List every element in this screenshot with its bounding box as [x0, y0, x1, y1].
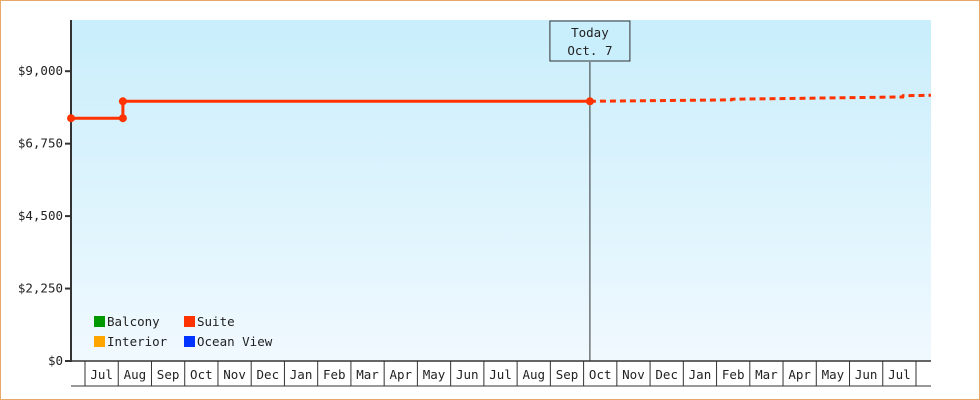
data-point	[118, 97, 127, 106]
x-tick-label: Jan	[689, 367, 712, 382]
x-tick-label: Jun	[456, 367, 479, 382]
legend-label: Ocean View	[197, 334, 273, 349]
y-axis: $0 $2,250 $4,500 $6,750 $9,000	[18, 20, 72, 368]
legend-swatch	[94, 316, 105, 327]
y-tick-label: $9,000	[18, 63, 63, 78]
legend-swatch	[184, 316, 195, 327]
data-point	[67, 114, 76, 123]
plot-area	[71, 20, 931, 360]
data-point	[585, 97, 594, 106]
x-tick-label: Nov	[223, 367, 246, 382]
series-layer	[67, 93, 931, 123]
data-point	[118, 114, 127, 123]
legend: Balcony Suite Interior Ocean View	[94, 314, 273, 349]
x-tick-label: Feb	[323, 367, 346, 382]
x-tick-label: Nov	[622, 367, 645, 382]
x-tick-label: Aug	[522, 367, 545, 382]
x-tick-label: Dec	[257, 367, 280, 382]
x-tick-label: May	[423, 367, 446, 382]
x-tick-label: Apr	[389, 367, 412, 382]
y-tick-label: $6,750	[18, 136, 63, 151]
legend-swatch	[94, 336, 105, 347]
today-label-box	[549, 20, 631, 62]
y-tick-label: $4,500	[18, 208, 63, 223]
today-marker: Today Oct. 7	[549, 20, 631, 361]
x-tick-label: Jul	[489, 367, 512, 382]
x-tick-label: Mar	[755, 367, 778, 382]
y-tick-label: $0	[48, 353, 63, 368]
x-tick-label: Mar	[356, 367, 379, 382]
x-tick-label: May	[822, 367, 845, 382]
x-tick-label: Sep	[157, 367, 180, 382]
x-tick-label: Aug	[124, 367, 147, 382]
x-tick-label: Sep	[556, 367, 579, 382]
x-tick-label: Apr	[788, 367, 811, 382]
x-tick-label: Dec	[655, 367, 678, 382]
today-date: Oct. 7	[567, 43, 612, 58]
x-tick-label: Feb	[722, 367, 745, 382]
today-label: Today	[571, 25, 609, 40]
x-tick-label: Jul	[90, 367, 113, 382]
x-tick-label: Oct	[190, 367, 213, 382]
x-axis: Jul Aug Sep Oct Nov Dec Jan Feb Mar Apr May Jun Jul A…	[71, 360, 931, 387]
series-line-history	[71, 99, 590, 120]
legend-label: Balcony	[107, 314, 160, 329]
y-tick-label: $2,250	[18, 281, 63, 296]
legend-swatch	[184, 336, 195, 347]
x-tick-label: Jul	[888, 367, 911, 382]
x-tick-label: Oct	[589, 367, 612, 382]
x-tick-label: Jun	[855, 367, 878, 382]
x-tick-label: Jan	[290, 367, 313, 382]
legend-label: Interior	[107, 334, 168, 349]
legend-label: Suite	[197, 314, 235, 329]
